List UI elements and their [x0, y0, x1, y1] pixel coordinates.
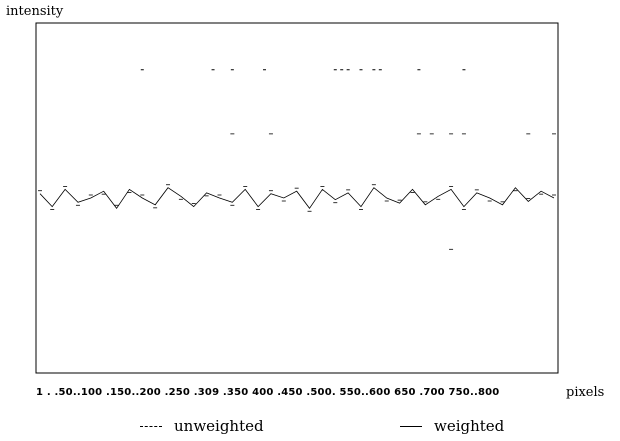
legend-solid-swatch: [400, 425, 422, 427]
series-line-weighted: [39, 187, 555, 209]
chart-marks: [38, 69, 556, 250]
y-axis-label: intensity: [6, 4, 64, 19]
legend-label-weighted: weighted: [434, 417, 505, 435]
x-axis-label: pixels: [566, 385, 605, 400]
legend-item-unweighted: unweighted: [140, 417, 264, 435]
legend-label-unweighted: unweighted: [174, 417, 264, 435]
legend-item-weighted: weighted: [400, 417, 504, 435]
x-tick-labels: 1 . .50..100 .150..200 .250 .309 .350 40…: [36, 387, 500, 398]
plot-frame: [35, 22, 559, 374]
legend-dashed-swatch: [140, 425, 162, 427]
